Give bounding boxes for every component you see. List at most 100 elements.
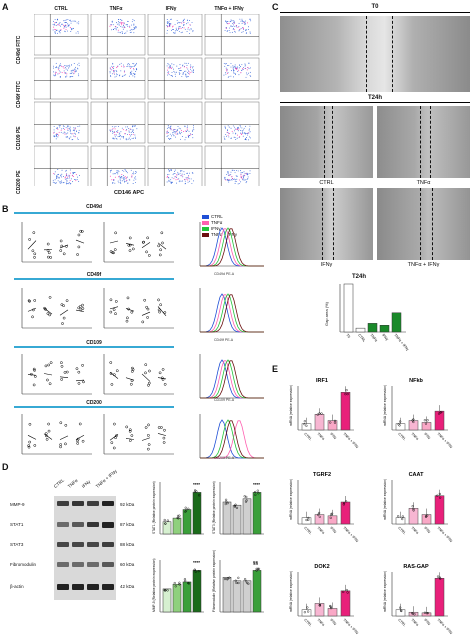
data-point	[161, 378, 165, 381]
row-label-cd109: CD109 PE	[16, 126, 22, 150]
event-dot	[115, 126, 117, 127]
data-point	[163, 311, 167, 314]
event-dot	[247, 178, 249, 180]
event-dot	[228, 132, 230, 134]
event-dot	[183, 73, 184, 75]
event-dot	[130, 28, 132, 30]
event-dot	[116, 27, 118, 28]
data-point	[160, 426, 163, 429]
data-point	[401, 515, 404, 518]
data-point	[59, 421, 63, 425]
data-point	[145, 250, 148, 254]
event-dot	[75, 180, 77, 182]
data-point	[318, 515, 321, 518]
mrna-bar	[408, 508, 419, 525]
protein-bar	[242, 498, 252, 535]
event-dot	[115, 75, 117, 77]
event-dot	[55, 138, 57, 140]
event-dot	[64, 65, 66, 67]
data-point	[163, 382, 167, 386]
mrna-bar	[340, 501, 351, 525]
event-dot	[73, 127, 75, 129]
data-point	[144, 371, 147, 375]
event-dot	[166, 32, 168, 34]
event-dot	[74, 68, 75, 70]
event-dot	[72, 176, 74, 178]
event-dot	[69, 169, 71, 171]
data-point	[114, 300, 118, 303]
gene-title: TGRF2	[313, 472, 331, 478]
event-dot	[173, 178, 175, 180]
event-dot	[66, 178, 68, 180]
event-dot	[122, 64, 124, 66]
event-dot	[74, 128, 76, 130]
event-dot	[242, 68, 244, 70]
event-dot	[129, 26, 131, 28]
data-point	[184, 506, 187, 509]
event-dot	[62, 132, 64, 134]
event-dot	[236, 178, 238, 180]
event-dot	[59, 25, 61, 27]
event-dot	[125, 74, 127, 76]
event-dot	[224, 125, 226, 127]
event-dot	[67, 176, 69, 178]
event-dot	[234, 67, 236, 69]
micrograph-tnf	[377, 106, 470, 178]
event-dot	[230, 174, 232, 176]
event-dot	[113, 71, 115, 73]
event-dot	[237, 69, 239, 71]
event-dot	[249, 137, 251, 139]
event-dot	[131, 29, 133, 31]
event-dot	[239, 126, 241, 128]
event-dot	[242, 27, 244, 29]
event-dot	[175, 133, 177, 135]
event-dot	[234, 178, 236, 180]
event-dot	[118, 22, 120, 23]
data-point	[437, 412, 441, 415]
data-point	[143, 298, 147, 302]
data-point	[46, 378, 49, 382]
event-dot	[120, 131, 122, 133]
data-point	[177, 517, 180, 520]
event-dot	[65, 170, 67, 172]
event-dot	[189, 133, 191, 135]
histogram-curve	[200, 227, 264, 267]
data-point	[329, 516, 332, 519]
flow-plot-frame	[34, 101, 89, 144]
event-dot	[225, 27, 227, 29]
event-dot	[249, 74, 251, 76]
data-point	[318, 412, 321, 415]
event-dot	[110, 129, 112, 131]
event-dot	[78, 180, 80, 182]
gap-bar	[379, 325, 390, 333]
event-dot	[129, 179, 131, 181]
event-dot	[54, 31, 56, 33]
event-dot	[120, 183, 122, 185]
event-dot	[231, 169, 233, 171]
panel-b: CTRL TNFα IFNγ TNFα + IFNγ CD49d CD49f C…	[14, 204, 270, 460]
event-dot	[249, 136, 250, 138]
data-point	[318, 604, 321, 607]
event-dot	[184, 139, 186, 141]
event-dot	[233, 29, 235, 31]
event-dot	[56, 178, 58, 180]
data-point	[173, 581, 176, 585]
event-dot	[53, 71, 55, 73]
event-dot	[166, 29, 168, 31]
event-dot	[73, 130, 75, 132]
mrna-bar	[327, 420, 338, 431]
event-dot	[74, 68, 76, 70]
event-dot	[173, 68, 174, 70]
x-axis-label-cd146: CD146 APC	[114, 190, 145, 196]
mrna-bar	[408, 420, 419, 431]
data-point	[59, 249, 63, 252]
data-point	[32, 383, 36, 387]
event-dot	[116, 138, 118, 140]
event-dot	[185, 70, 187, 72]
event-dot	[73, 128, 75, 130]
event-dot	[125, 24, 127, 26]
event-dot	[170, 183, 172, 184]
event-dot	[171, 76, 173, 78]
event-dot	[68, 67, 70, 69]
mean-line	[157, 242, 167, 250]
